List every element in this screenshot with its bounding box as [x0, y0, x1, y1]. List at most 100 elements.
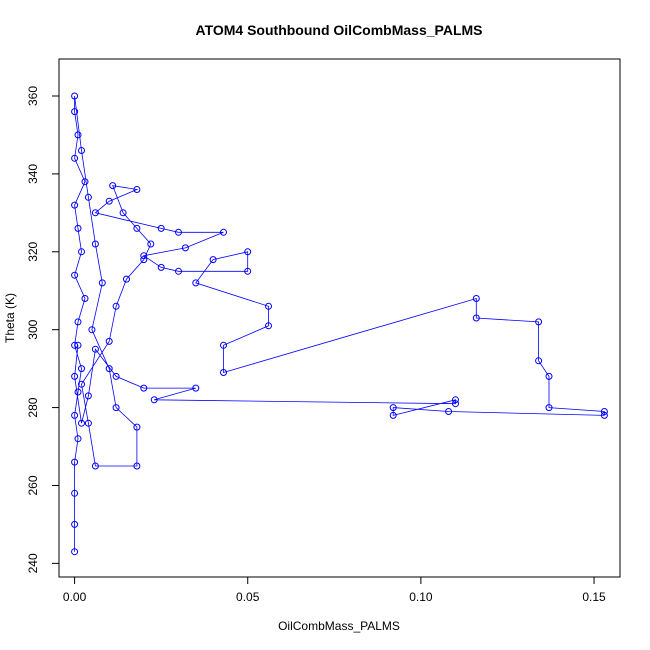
data-point [150, 396, 158, 404]
data-point [133, 462, 141, 470]
data-point [71, 201, 79, 209]
data-point [220, 228, 227, 236]
data-point [157, 224, 165, 232]
data-point [105, 337, 113, 345]
data-point [147, 240, 155, 248]
data-point [175, 267, 182, 275]
data-point [91, 240, 99, 248]
y-tick-label: 260 [26, 475, 40, 495]
data-point [109, 182, 117, 190]
data-point [71, 520, 79, 528]
data-point [91, 462, 99, 470]
data-point [140, 384, 148, 392]
data-point [545, 372, 553, 380]
data-point [209, 256, 217, 264]
data-point [123, 275, 130, 283]
data-point [157, 263, 165, 271]
data-point [112, 372, 120, 380]
data-point [71, 372, 79, 380]
data-point [472, 295, 480, 302]
data-point [133, 224, 141, 232]
data-point [71, 458, 79, 466]
data-point [74, 131, 82, 139]
data-point [74, 435, 82, 443]
data-point [452, 400, 459, 408]
data-point [71, 411, 79, 419]
data-point [105, 365, 113, 373]
data-point [78, 365, 85, 373]
data-point [452, 396, 459, 404]
data-point [71, 271, 79, 279]
data-point [140, 252, 148, 260]
data-point [91, 345, 99, 353]
data-point [88, 326, 96, 334]
data-point [71, 92, 79, 100]
data-point [74, 318, 82, 326]
data-point [181, 244, 189, 252]
data-point [472, 314, 480, 322]
data-point [600, 408, 608, 415]
chart-title: ATOM4 Southbound OilCombMass_PALMS [196, 22, 483, 38]
data-point [119, 209, 127, 217]
x-axis-label: OilCombMass_PALMS [278, 619, 400, 633]
data-point [133, 186, 141, 193]
data-point [84, 419, 92, 427]
series-line [74, 95, 605, 552]
data-point [535, 318, 543, 326]
data-point [91, 209, 99, 217]
data-point [389, 404, 397, 412]
data-point [140, 256, 148, 264]
y-axis: 240 260 280 300 320 340 360 [26, 86, 60, 573]
data-point [600, 411, 608, 419]
data-point [81, 295, 89, 302]
data-point [133, 423, 141, 431]
y-tick-label: 360 [26, 86, 40, 106]
data-point [74, 224, 82, 232]
data-point [84, 193, 92, 201]
data-point [175, 228, 182, 236]
data-point [112, 404, 120, 412]
data-point [78, 147, 85, 154]
data-point [81, 178, 89, 186]
data-point [220, 369, 227, 376]
y-tick-label: 300 [26, 319, 40, 339]
data-point [71, 548, 79, 556]
x-tick-label: 0.10 [409, 590, 433, 604]
data-point [112, 302, 120, 310]
data-point [535, 357, 543, 365]
data-point [71, 108, 79, 116]
x-tick-label: 0.00 [63, 590, 87, 604]
y-tick-label: 280 [26, 397, 40, 417]
data-point [74, 388, 82, 396]
y-axis-label: Theta (K) [3, 293, 17, 343]
data-point [220, 341, 227, 349]
x-tick-label: 0.05 [236, 590, 260, 604]
data-point [71, 489, 79, 497]
data-point [545, 404, 553, 412]
data-point [244, 267, 252, 275]
data-point [244, 248, 252, 256]
data-point [445, 408, 453, 415]
data-point [192, 279, 200, 287]
y-tick-label: 240 [26, 553, 40, 573]
data-point [265, 302, 272, 310]
y-tick-label: 320 [26, 241, 40, 261]
x-tick-label: 0.15 [582, 590, 606, 604]
data-point [78, 419, 85, 427]
data-point [98, 279, 106, 287]
x-axis: 0.00 0.05 0.10 0.15 [63, 576, 606, 604]
data-point [71, 341, 79, 349]
data-point [105, 197, 113, 205]
data-point [78, 248, 85, 256]
data-point [78, 380, 85, 388]
data-point [71, 154, 79, 162]
data-point [84, 392, 92, 400]
data-point [74, 341, 82, 349]
data-point [389, 411, 397, 419]
y-tick-label: 340 [26, 164, 40, 184]
data-point [192, 384, 200, 392]
data-series [71, 92, 608, 556]
data-point [265, 322, 272, 330]
